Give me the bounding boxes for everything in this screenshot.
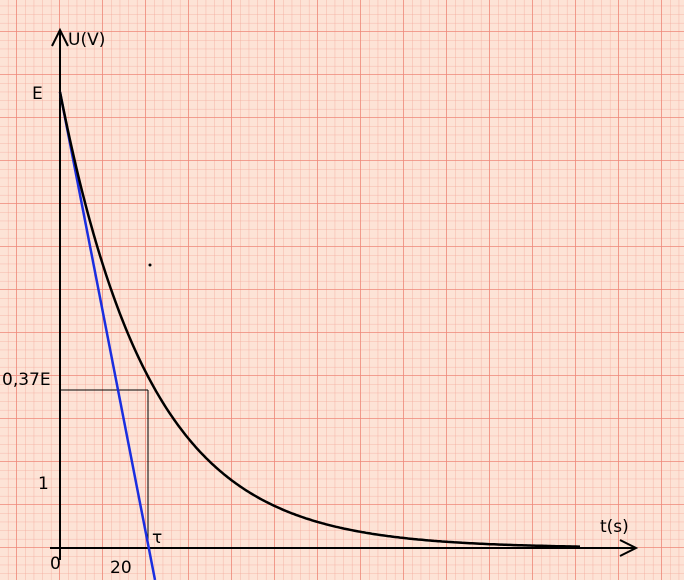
- x-axis-label: t(s): [600, 517, 629, 537]
- one-label: 1: [38, 474, 49, 494]
- discharge-curve: [58, 91, 580, 548]
- dot: [148, 263, 152, 267]
- origin-label: 0: [50, 554, 61, 574]
- level-label: 0,37E: [2, 370, 51, 390]
- y-axis-label: U(V): [68, 30, 105, 50]
- axes: [50, 27, 639, 560]
- guides: [60, 389, 149, 548]
- e-label: E: [32, 84, 43, 104]
- tangent: [58, 91, 157, 580]
- tau-label: τ: [152, 528, 162, 548]
- y-arrow: [51, 27, 69, 47]
- x-arrow: [619, 539, 639, 557]
- twenty-label: 20: [110, 558, 132, 578]
